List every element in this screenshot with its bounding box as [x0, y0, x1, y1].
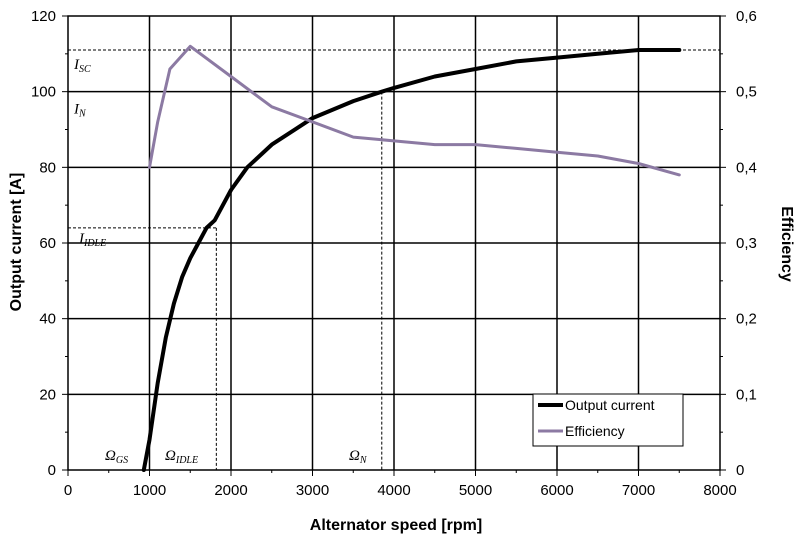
x-tick-label: 4000: [377, 482, 410, 499]
y2-tick-label: 0,3: [736, 235, 757, 252]
in-label-main: I: [73, 102, 80, 118]
y2-tick-label: 0,5: [736, 84, 757, 101]
y-axis-title: Output current [A]: [8, 173, 25, 312]
omega-n-label-main: Ω: [349, 448, 360, 464]
legend-label-efficiency: Efficiency: [565, 423, 625, 439]
x-tick-label: 1000: [133, 482, 166, 499]
isc-label: ISC: [73, 57, 91, 75]
gridlines: [68, 16, 720, 470]
legend-box: [532, 393, 684, 447]
omega-n-label-subscript: N: [359, 455, 368, 466]
iidle-label-main: I: [78, 231, 85, 247]
in-label-subscript: N: [78, 109, 87, 120]
tick-labels: 0 1000 2000 3000 4000 5000 6000 7000 80000204060…: [31, 8, 757, 499]
x-tick-label: 3000: [296, 482, 329, 499]
x-tick-label: 5000: [459, 482, 492, 499]
y2-tick-label: 0,6: [736, 8, 757, 25]
iidle-label: IIDLE: [78, 231, 106, 249]
y2-tick-label: 0,2: [736, 311, 757, 328]
omega-idle-label: ΩIDLE: [165, 448, 198, 466]
x-tick-label: 6000: [540, 482, 573, 499]
y-tick-label: 40: [39, 311, 56, 328]
in-label: IN: [73, 102, 87, 120]
x-tick-label: 0: [64, 482, 72, 499]
y-tick-label: 60: [39, 235, 56, 252]
y2-tick-label: 0: [736, 462, 744, 479]
y-tick-label: 0: [48, 462, 56, 479]
series-line-output-current: [141, 48, 682, 472]
isc-label-subscript: SC: [79, 64, 91, 75]
y-tick-label: 20: [39, 386, 56, 403]
x-tick-label: 7000: [622, 482, 655, 499]
omega-gs-label: ΩGS: [105, 448, 128, 466]
iidle-label-subscript: IDLE: [83, 238, 106, 249]
x-tick-label: 2000: [214, 482, 247, 499]
omega-n-label: ΩN: [349, 448, 368, 466]
y-tick-label: 100: [31, 84, 56, 101]
y-tick-label: 120: [31, 8, 56, 25]
y2-tick-label: 0,1: [736, 386, 757, 403]
legend-label-output-current: Output current: [565, 397, 655, 413]
x-tick-label: 8000: [703, 482, 736, 499]
isc-label-main: I: [73, 57, 80, 73]
omega-gs-label-main: Ω: [105, 448, 116, 464]
series-line-efficiency: [148, 44, 681, 177]
y-tick-label: 80: [39, 159, 56, 176]
y2-axis-title: Efficiency: [778, 206, 795, 282]
omega-gs-label-subscript: GS: [116, 455, 128, 466]
omega-idle-label-subscript: IDLE: [175, 455, 198, 466]
reference-lines: [68, 49, 720, 470]
omega-idle-label-main: Ω: [165, 448, 176, 464]
y2-tick-label: 0,4: [736, 159, 757, 176]
x-axis-title: Alternator speed [rpm]: [310, 517, 482, 534]
legend: Output current Efficiency: [532, 393, 684, 447]
series-lines: [141, 44, 682, 472]
